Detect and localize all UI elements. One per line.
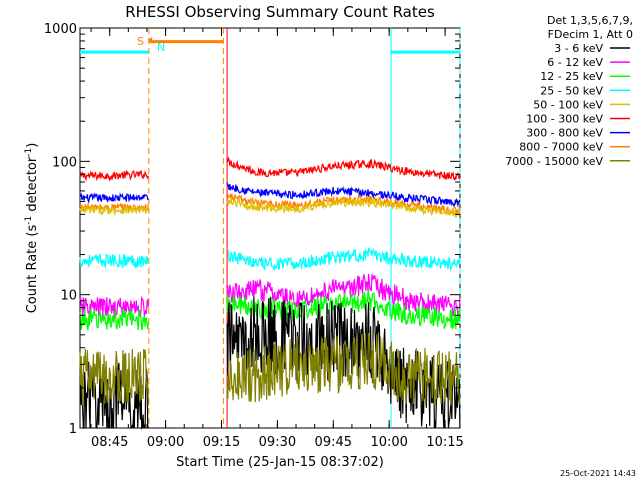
- x-tick-label: 10:15: [426, 435, 463, 450]
- y-axis: 1 10 100 1000: [44, 22, 460, 437]
- flag-lines: [80, 37, 460, 54]
- legend-label: 100 - 300 keV: [526, 113, 603, 126]
- series-line: [79, 204, 149, 217]
- legend-label: 800 - 7000 keV: [519, 141, 603, 154]
- series-line: [79, 192, 149, 204]
- x-tick-label: 09:30: [259, 435, 296, 450]
- legend-label: 6 - 12 keV: [547, 56, 603, 69]
- x-tick-label: 09:00: [147, 435, 184, 450]
- y-tick-label: 10: [60, 289, 77, 304]
- x-tick-label: 08:45: [91, 435, 128, 450]
- chart-title: RHESSI Observing Summary Count Rates: [125, 3, 435, 21]
- series-line: [79, 348, 149, 406]
- x-axis: 08:45 09:00 09:15 09:30 09:45 10:00 10:15: [90, 28, 464, 450]
- y-tick-label: 1000: [44, 22, 77, 37]
- series-line: [226, 197, 461, 218]
- legend-label: 3 - 6 keV: [554, 42, 603, 55]
- y-tick-label: 100: [52, 155, 77, 170]
- legend-label: 300 - 800 keV: [526, 127, 603, 140]
- series-line: [79, 169, 149, 182]
- legend-label: 25 - 50 keV: [540, 84, 603, 97]
- legend-label: 12 - 25 keV: [540, 70, 603, 83]
- flag-label-n: N: [157, 41, 165, 54]
- series-line: [226, 272, 461, 318]
- reference-lines: [148, 28, 461, 428]
- flag-bar: [148, 37, 224, 44]
- series-line: [79, 308, 149, 331]
- legend-label: 50 - 100 keV: [533, 98, 603, 111]
- flag-label-s: S: [137, 35, 144, 48]
- legend-header-1: Det 1,3,5,6,7,9,: [547, 14, 633, 27]
- x-tick-label: 09:15: [203, 435, 240, 450]
- legend: Det 1,3,5,6,7,9, FDecim 1, Att 0 3 - 6 k…: [505, 14, 633, 168]
- series-line: [226, 332, 461, 406]
- series-line: [226, 289, 461, 330]
- y-tick-label: 1: [69, 422, 77, 437]
- x-axis-label: Start Time (25-Jan-15 08:37:02): [176, 455, 384, 470]
- legend-label: 7000 - 15000 keV: [505, 155, 603, 168]
- y-axis-label: Count Rate (s-1 detector-1): [24, 143, 40, 314]
- series-line: [79, 253, 149, 270]
- x-tick-label: 10:00: [370, 435, 407, 450]
- plot-area: S N: [79, 27, 461, 431]
- series-line: [226, 156, 461, 181]
- series-line: [226, 247, 461, 272]
- x-tick-label: 09:45: [315, 435, 352, 450]
- legend-header-2: FDecim 1, Att 0: [548, 28, 633, 41]
- series-line: [226, 182, 461, 208]
- footer-timestamp: 25-Oct-2021 14:43: [560, 469, 636, 478]
- series-lines: [79, 156, 461, 431]
